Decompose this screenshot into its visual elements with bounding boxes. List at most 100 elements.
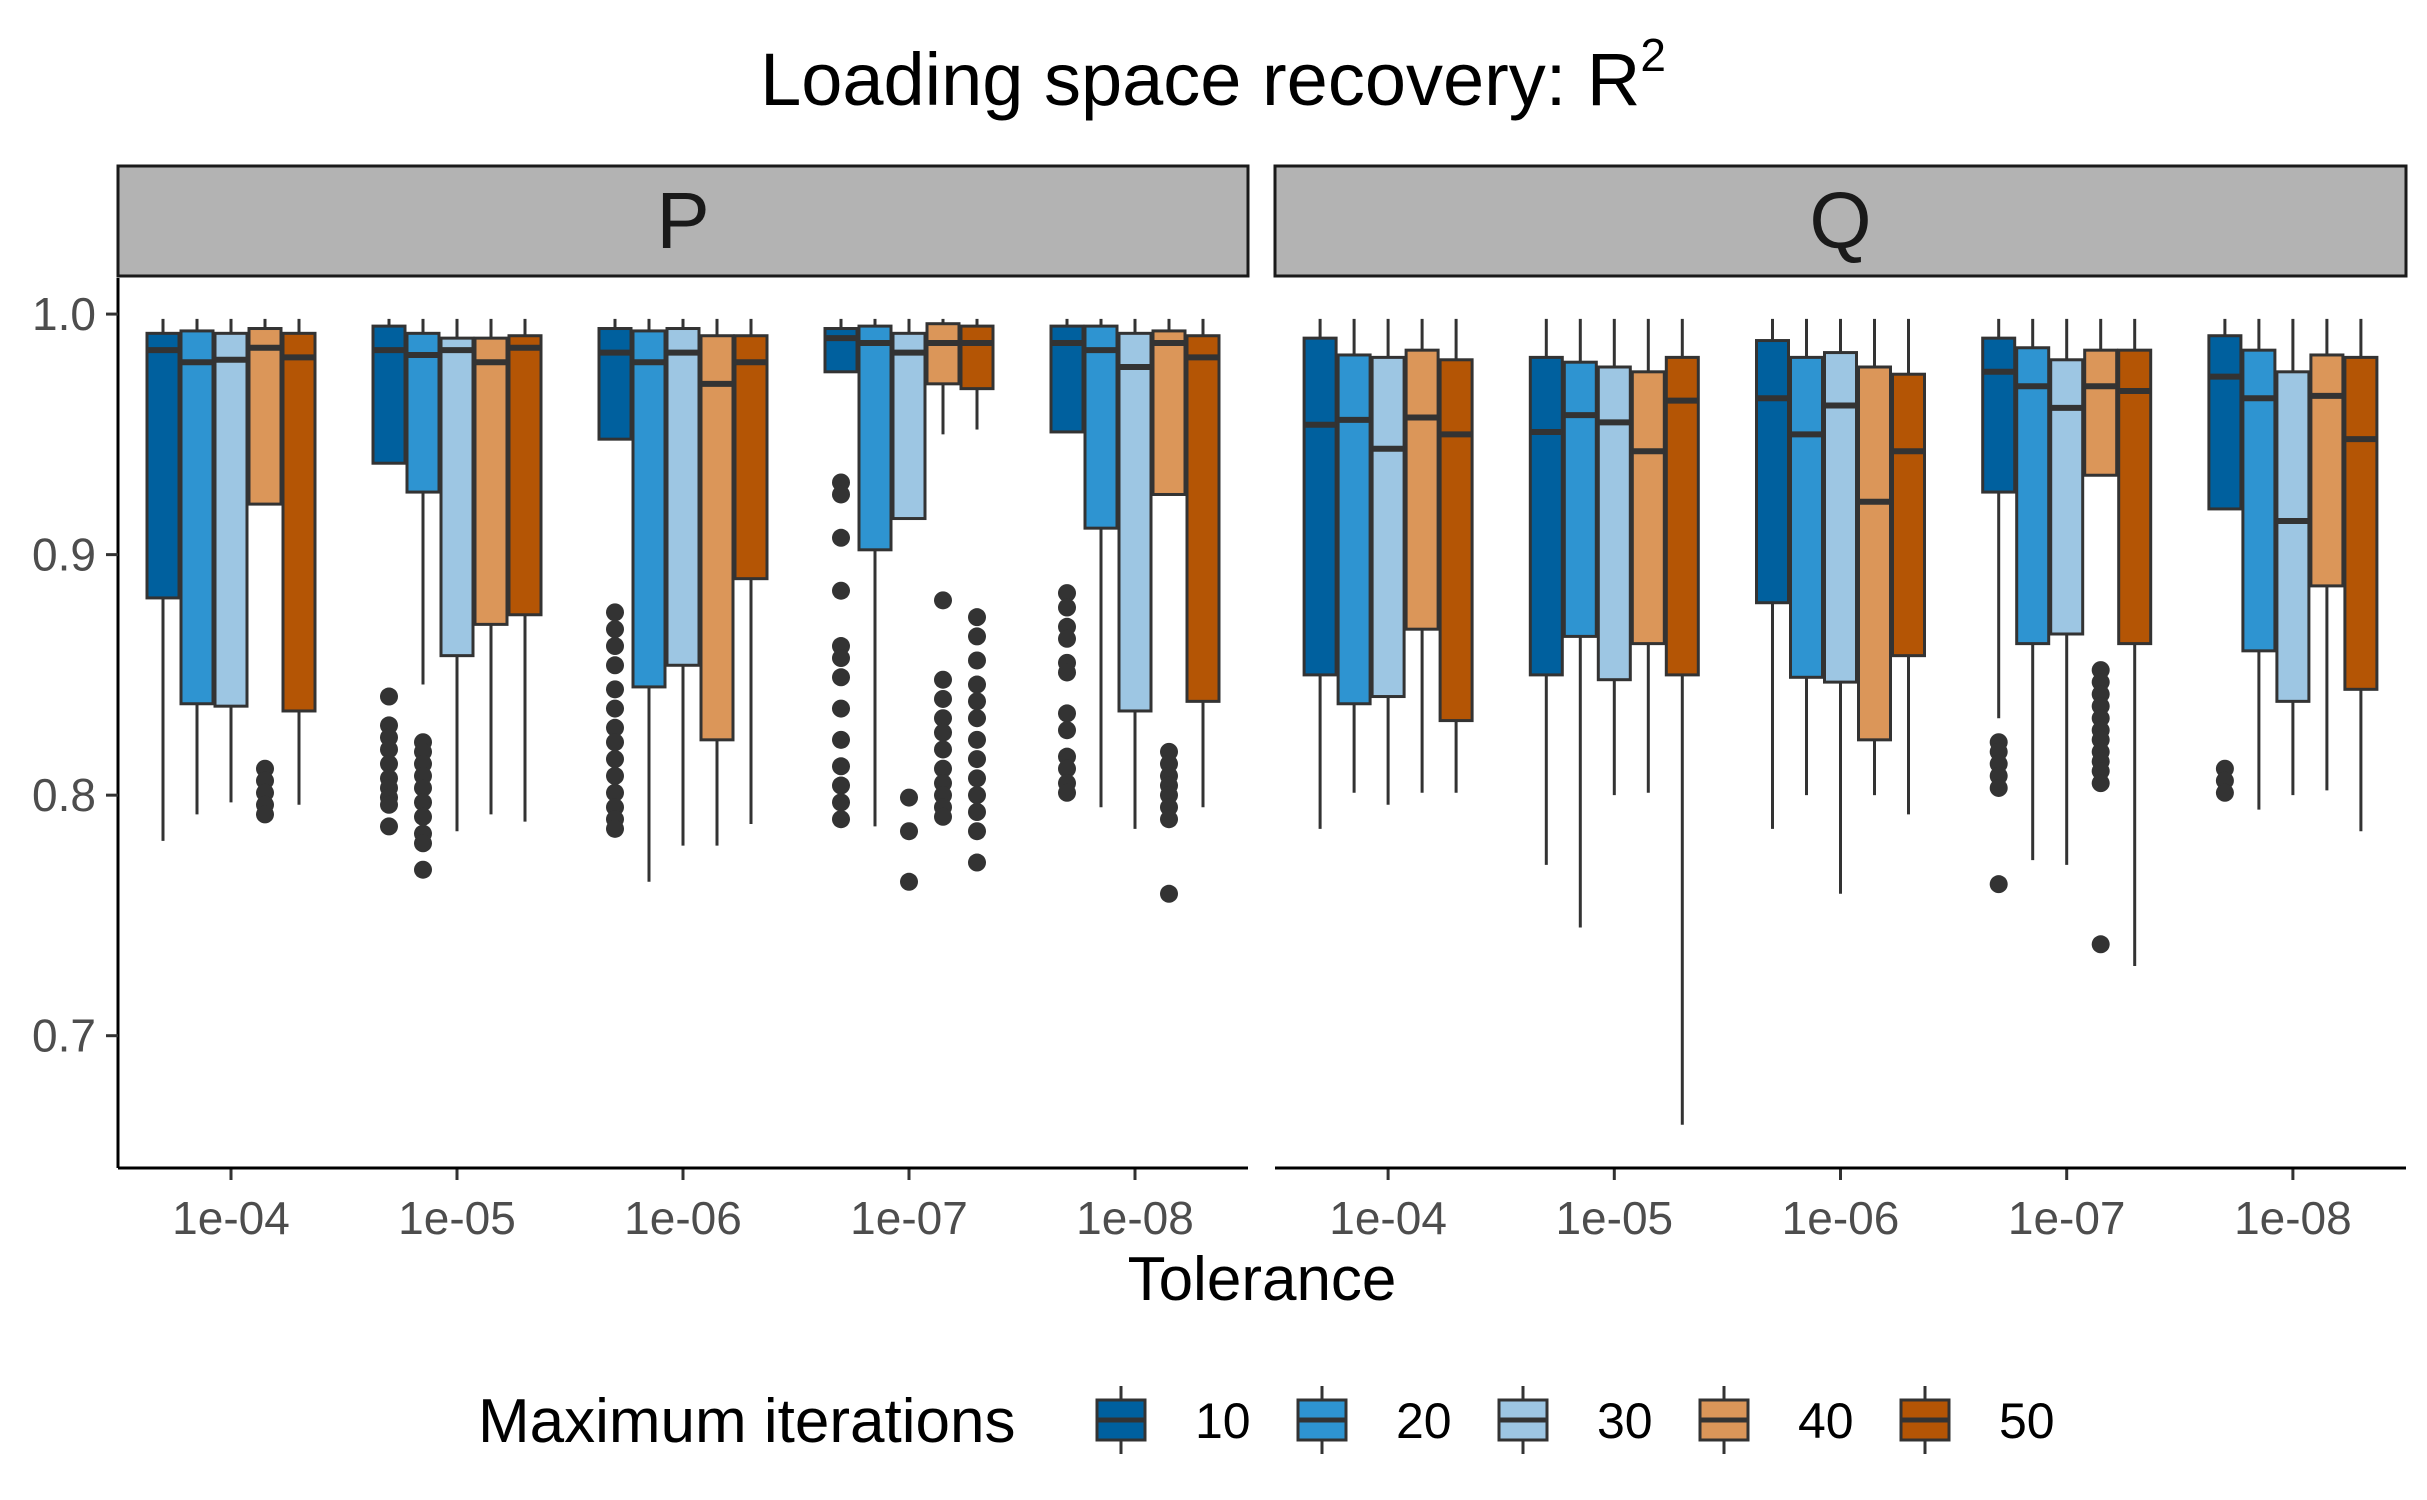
outlier-point — [1160, 810, 1178, 829]
chart-title-superscript: 2 — [1640, 29, 1666, 81]
tolerance-group-1e-08: 1e-08 — [1049, 318, 1221, 1244]
box-iqr — [473, 336, 509, 626]
outlier-point — [606, 603, 624, 622]
box-iqr — [733, 334, 769, 581]
box-iqr — [1404, 348, 1440, 631]
x-tick-label: 1e-07 — [850, 1192, 968, 1244]
outlier-point — [900, 822, 918, 841]
outlier-point — [832, 668, 850, 687]
box-iter-50 — [959, 318, 995, 872]
box-iter-10 — [1302, 318, 1338, 829]
outlier-point — [2091, 935, 2110, 954]
box-iqr — [2241, 348, 2277, 653]
tolerance-group-1e-07: 1e-07 — [823, 318, 995, 1244]
outlier-point — [256, 805, 274, 824]
box-iter-20 — [1336, 318, 1372, 793]
x-tick-label: 1e-08 — [1076, 1192, 1194, 1244]
outlier-point — [1989, 778, 2008, 797]
outlier-point — [934, 723, 952, 742]
box-iter-40 — [1857, 318, 1892, 796]
legend: Maximum iterations 10 20 30 40 50 — [478, 1386, 2055, 1456]
x-axis-title: Tolerance — [1128, 1245, 1397, 1314]
box-iter-40 — [1151, 318, 1187, 903]
legend-label: 40 — [1798, 1393, 1854, 1449]
outlier-point — [968, 822, 986, 841]
box-iqr — [823, 327, 859, 374]
box-iqr — [145, 331, 181, 600]
box-iter-20 — [1083, 318, 1119, 808]
outlier-point — [832, 810, 850, 829]
outlier-point — [380, 817, 398, 836]
outlier-point — [968, 786, 986, 805]
box-iter-30 — [2049, 318, 2085, 865]
box-iqr — [439, 336, 475, 658]
box-iter-20 — [2241, 318, 2277, 810]
box-iqr — [2309, 353, 2345, 588]
box-iqr — [597, 327, 633, 441]
tolerance-group-1e-07: 1e-07 — [1981, 318, 2153, 1244]
box-iqr — [281, 331, 317, 713]
box-iter-20 — [179, 318, 215, 815]
box-iter-40 — [925, 318, 961, 826]
box-iter-40 — [1630, 318, 1666, 793]
outlier-point — [934, 759, 952, 778]
outlier-point — [606, 699, 624, 718]
outlier-point — [380, 795, 398, 814]
box-iqr — [2207, 334, 2243, 511]
box-iqr — [371, 324, 407, 465]
outlier-point — [832, 649, 850, 668]
tolerance-group-1e-05: 1e-05 — [371, 318, 543, 1244]
box-iqr — [405, 331, 441, 494]
outlier-point — [832, 793, 850, 812]
outlier-point — [1989, 875, 2008, 894]
outlier-point — [832, 699, 850, 718]
outlier-point — [1058, 663, 1076, 682]
outlier-point — [934, 740, 952, 759]
outlier-point — [968, 853, 986, 872]
outlier-point — [934, 709, 952, 728]
outlier-point — [414, 793, 432, 812]
tolerance-group-1e-04: 1e-04 — [145, 318, 317, 1244]
box-iter-20 — [631, 318, 667, 882]
box-iqr — [2117, 348, 2153, 646]
box-iter-20 — [1562, 318, 1598, 928]
box-iter-40 — [247, 318, 283, 824]
legend-item-20: 20 — [1296, 1386, 1452, 1454]
box-iqr — [631, 329, 667, 689]
box-iter-30 — [665, 318, 701, 846]
outlier-point — [968, 675, 986, 694]
box-iqr — [1370, 355, 1406, 699]
x-tick-label: 1e-05 — [1555, 1192, 1673, 1244]
tolerance-group-1e-08: 1e-08 — [2207, 318, 2379, 1244]
box-iter-30 — [2275, 318, 2311, 796]
legend-label: 20 — [1396, 1393, 1452, 1449]
box-iter-40 — [2083, 318, 2119, 954]
box-iter-30 — [891, 318, 927, 891]
box-iter-40 — [1404, 318, 1440, 793]
x-tick-label: 1e-08 — [2234, 1192, 2352, 1244]
box-iqr — [699, 334, 735, 742]
legend-label: 30 — [1597, 1393, 1653, 1449]
box-iter-30 — [1370, 318, 1406, 805]
box-iter-50 — [507, 318, 543, 822]
outlier-point — [968, 750, 986, 769]
box-iqr — [1981, 336, 2017, 494]
chart-title-text: Loading space recovery: R — [760, 38, 1640, 121]
legend-item-50: 50 — [1899, 1386, 2055, 1454]
box-iqr — [1789, 355, 1824, 679]
x-tick-label: 1e-06 — [1782, 1192, 1900, 1244]
outlier-point — [968, 730, 986, 749]
y-tick-label: 1.0 — [32, 288, 96, 340]
box-iter-50 — [281, 318, 317, 805]
legend-label: 10 — [1195, 1393, 1251, 1449]
outlier-point — [832, 485, 850, 504]
facet-panel-Q: Q 1e-04 1e-05 1e-06 1e-07 1e-08 — [1273, 164, 2408, 1244]
box-iqr — [507, 334, 543, 617]
outlier-point — [934, 591, 952, 610]
tolerance-group-1e-05: 1e-05 — [1528, 318, 1700, 1244]
legend-title: Maximum iterations — [478, 1387, 1015, 1456]
box-iter-20 — [405, 318, 441, 879]
outlier-point — [934, 807, 952, 826]
box-iqr — [2015, 346, 2051, 646]
